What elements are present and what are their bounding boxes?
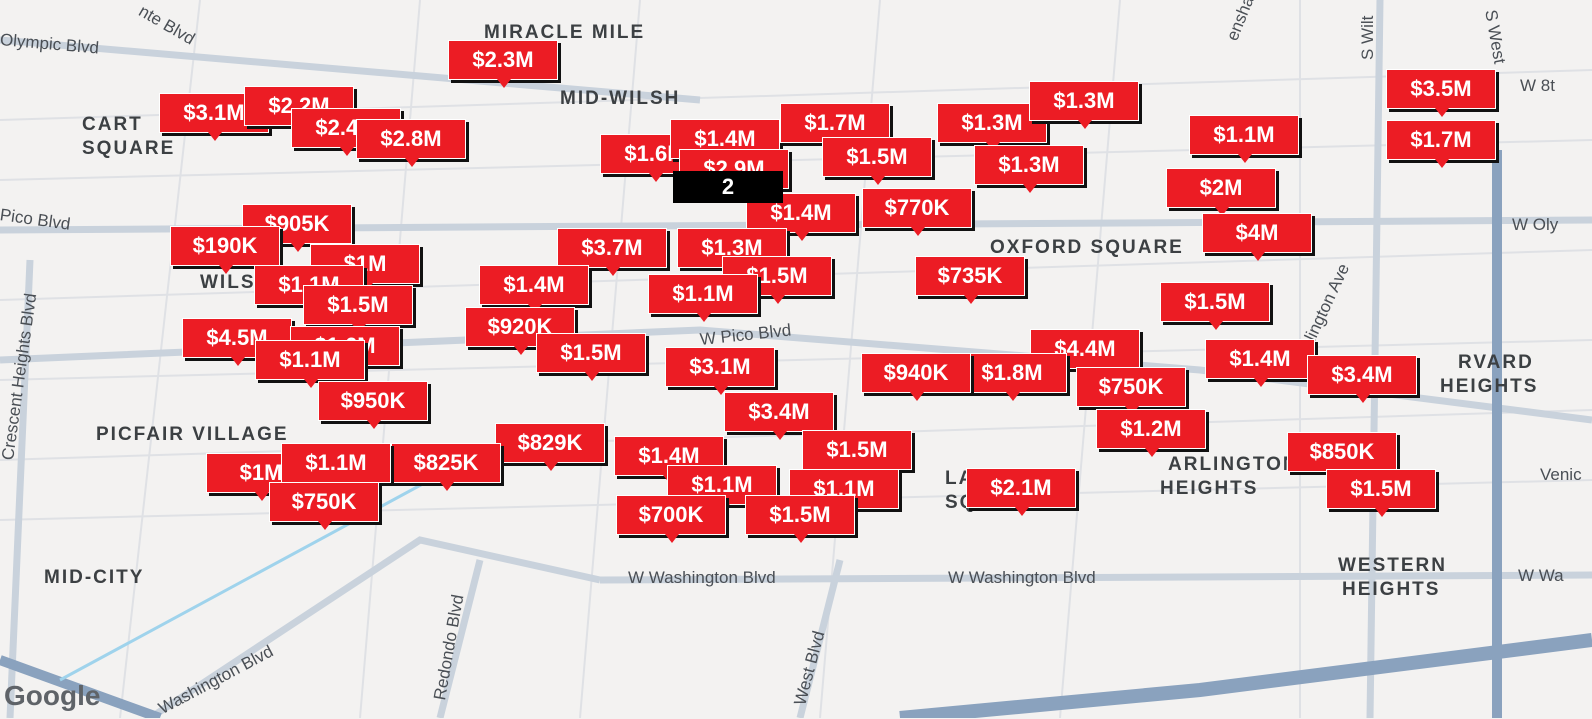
price-marker[interactable]: $1.3M — [937, 103, 1047, 151]
price-marker[interactable]: $850K — [1287, 432, 1397, 480]
street-label: W 8t — [1520, 76, 1555, 95]
price-marker[interactable]: $1.4M — [1205, 339, 1315, 387]
price-marker[interactable]: $1.8M — [957, 353, 1067, 401]
price-marker[interactable]: $1.7M — [1386, 120, 1496, 168]
price-marker[interactable]: $3.4M — [1307, 355, 1417, 403]
price-marker[interactable]: $1.5M — [745, 495, 855, 543]
price-marker[interactable]: $1.5M — [303, 285, 413, 333]
price-marker[interactable]: $2.1M — [966, 468, 1076, 516]
price-marker[interactable]: $1.5M — [802, 430, 912, 478]
place-label: CART — [82, 114, 143, 135]
price-marker[interactable]: $1.5M — [1160, 282, 1270, 330]
place-label: PICFAIR VILLAGE — [96, 424, 289, 445]
street-label: W Washington Blvd — [948, 568, 1096, 587]
price-marker[interactable]: $829K — [495, 423, 605, 471]
place-label: WESTERN — [1338, 555, 1447, 576]
place-label: HEIGHTS — [1160, 478, 1259, 499]
price-marker[interactable]: $950K — [318, 381, 428, 429]
price-marker[interactable]: $1.1M — [255, 340, 365, 388]
price-marker[interactable]: $1.5M — [1326, 469, 1436, 517]
brand-logo: Google — [4, 680, 101, 711]
place-label: MID-CITY — [44, 567, 145, 588]
price-marker[interactable]: $4M — [1202, 213, 1312, 261]
street-label: Venic — [1540, 465, 1582, 484]
street-label: W Washington Blvd — [628, 568, 776, 587]
price-marker[interactable]: $3.4M — [724, 392, 834, 440]
price-marker[interactable]: $1.5M — [822, 137, 932, 185]
price-marker[interactable]: $1.5M — [536, 333, 646, 381]
price-marker[interactable]: $940K — [861, 353, 971, 401]
price-marker[interactable]: $735K — [915, 256, 1025, 304]
place-label: HEIGHTS — [1440, 376, 1539, 397]
price-marker[interactable]: $190K — [170, 226, 280, 274]
price-marker[interactable]: $1.4M — [746, 193, 856, 241]
price-marker[interactable]: $1.1M — [281, 443, 391, 491]
street-label: S Wilt — [1358, 15, 1377, 60]
price-marker[interactable]: $770K — [862, 188, 972, 236]
place-label: SQUARE — [82, 138, 176, 159]
place-label: MIRACLE MILE — [484, 22, 646, 43]
price-marker[interactable]: $1.4M — [479, 265, 589, 313]
place-label: MID-WILSH — [560, 88, 681, 109]
place-label: ARLINGTON — [1168, 454, 1299, 475]
price-marker[interactable]: $2.3M — [448, 40, 558, 88]
price-marker[interactable]: $1.1M — [1189, 115, 1299, 163]
price-marker[interactable]: $825K — [391, 443, 501, 491]
price-marker[interactable]: $1.3M — [1029, 81, 1139, 129]
cluster-marker[interactable]: 2 — [673, 171, 783, 203]
price-marker[interactable]: $4.4M — [1030, 329, 1140, 377]
street-label: W Wa — [1518, 566, 1564, 585]
price-marker[interactable]: $700K — [616, 495, 726, 543]
price-marker[interactable]: $1.3M — [974, 145, 1084, 193]
street-label: W Oly — [1512, 215, 1559, 234]
place-label: OXFORD SQUARE — [990, 237, 1184, 258]
price-marker[interactable]: $3.7M — [557, 228, 667, 276]
place-label: RVARD — [1458, 352, 1534, 373]
price-marker[interactable]: $1.2M — [1096, 409, 1206, 457]
place-label: WILS — [200, 272, 256, 293]
place-label: HEIGHTS — [1342, 579, 1441, 600]
price-marker[interactable]: $750K — [1076, 367, 1186, 415]
price-marker[interactable]: $3.1M — [665, 347, 775, 395]
price-marker[interactable]: $3.5M — [1386, 69, 1496, 117]
price-marker[interactable]: $2.8M — [356, 119, 466, 167]
price-marker[interactable]: $750K — [269, 482, 379, 530]
price-marker[interactable]: $2M — [1166, 168, 1276, 216]
price-marker[interactable]: $1.1M — [648, 274, 758, 322]
